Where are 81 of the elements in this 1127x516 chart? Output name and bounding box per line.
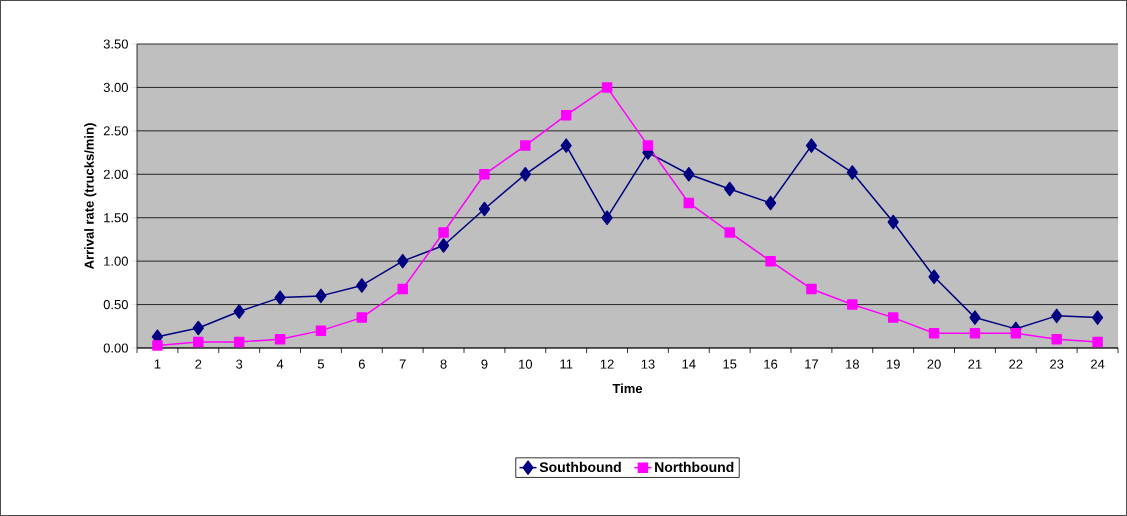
point xyxy=(601,210,613,225)
point xyxy=(479,169,490,180)
point xyxy=(356,312,368,323)
point xyxy=(1010,327,1022,339)
point xyxy=(233,304,245,319)
point xyxy=(397,253,409,269)
point xyxy=(1051,334,1062,345)
x-tick-label: 20 xyxy=(927,359,941,369)
point xyxy=(274,334,286,345)
point xyxy=(683,167,695,182)
x-tick-label: 23 xyxy=(1050,359,1064,369)
point xyxy=(805,138,818,153)
x-tick-label: 22 xyxy=(1009,359,1023,369)
point xyxy=(274,290,286,305)
y-tick-label: 0.00 xyxy=(103,343,128,353)
point xyxy=(928,269,940,285)
point xyxy=(397,283,408,295)
point xyxy=(560,138,572,153)
point xyxy=(193,336,204,348)
point xyxy=(520,140,531,151)
y-tick-label: 1.00 xyxy=(104,256,128,266)
point xyxy=(642,140,654,151)
y-tick-label: 2.50 xyxy=(103,126,128,136)
x-tick-label: 13 xyxy=(641,359,655,369)
y-tick-label: 3.50 xyxy=(103,39,128,49)
point xyxy=(152,340,163,351)
point xyxy=(1092,336,1103,348)
x-axis-title: Time xyxy=(612,383,643,394)
x-tick-label: 6 xyxy=(358,359,365,369)
x-tick-label: 11 xyxy=(560,359,573,369)
x-tick-label: 4 xyxy=(276,359,284,369)
point xyxy=(478,201,491,217)
legend-label: Southbound xyxy=(539,461,621,473)
point xyxy=(560,109,572,121)
x-tick-label: 19 xyxy=(886,359,900,369)
x-tick-label: 8 xyxy=(440,359,447,369)
point xyxy=(315,288,327,304)
point xyxy=(192,320,204,336)
x-tick-label: 1 xyxy=(154,359,161,369)
point xyxy=(806,283,817,295)
point xyxy=(724,227,735,238)
point xyxy=(601,82,613,93)
x-tick-label: 14 xyxy=(682,359,696,369)
x-tick-label: 2 xyxy=(195,359,202,369)
y-tick-label: 3.00 xyxy=(103,82,128,93)
x-tick-label: 16 xyxy=(764,359,778,369)
x-tick-label: 3 xyxy=(236,359,243,369)
y-tick-label: 0.50 xyxy=(103,299,128,310)
point xyxy=(1051,308,1063,324)
point xyxy=(519,167,531,182)
point xyxy=(356,278,368,293)
point xyxy=(438,227,449,238)
point xyxy=(724,181,736,197)
x-tick-label: 24 xyxy=(1091,359,1105,369)
point xyxy=(764,195,777,211)
x-tick-label: 12 xyxy=(600,359,614,369)
y-tick-label: 1.50 xyxy=(104,213,128,223)
point xyxy=(315,325,327,336)
x-tick-label: 7 xyxy=(399,359,406,369)
point xyxy=(969,327,981,339)
point xyxy=(887,214,899,230)
point xyxy=(887,312,899,323)
point xyxy=(969,310,981,325)
y-tick-label: 2.00 xyxy=(103,169,128,179)
point xyxy=(683,197,695,209)
x-tick-label: 9 xyxy=(481,359,488,369)
point xyxy=(1091,310,1104,325)
point xyxy=(437,238,450,253)
point xyxy=(765,255,776,267)
x-tick-label: 10 xyxy=(519,359,533,369)
point xyxy=(928,327,940,339)
x-tick-label: 18 xyxy=(846,359,859,369)
x-tick-label: 15 xyxy=(723,359,737,369)
point xyxy=(233,336,245,348)
x-tick-label: 21 xyxy=(968,359,982,369)
point xyxy=(847,299,858,310)
point xyxy=(846,165,858,180)
y-axis-title: Arrival rate (trucks/min) xyxy=(84,123,97,269)
x-tick-label: 17 xyxy=(805,359,819,369)
legend-label: Northbound xyxy=(655,461,734,473)
x-tick-label: 5 xyxy=(317,359,325,369)
